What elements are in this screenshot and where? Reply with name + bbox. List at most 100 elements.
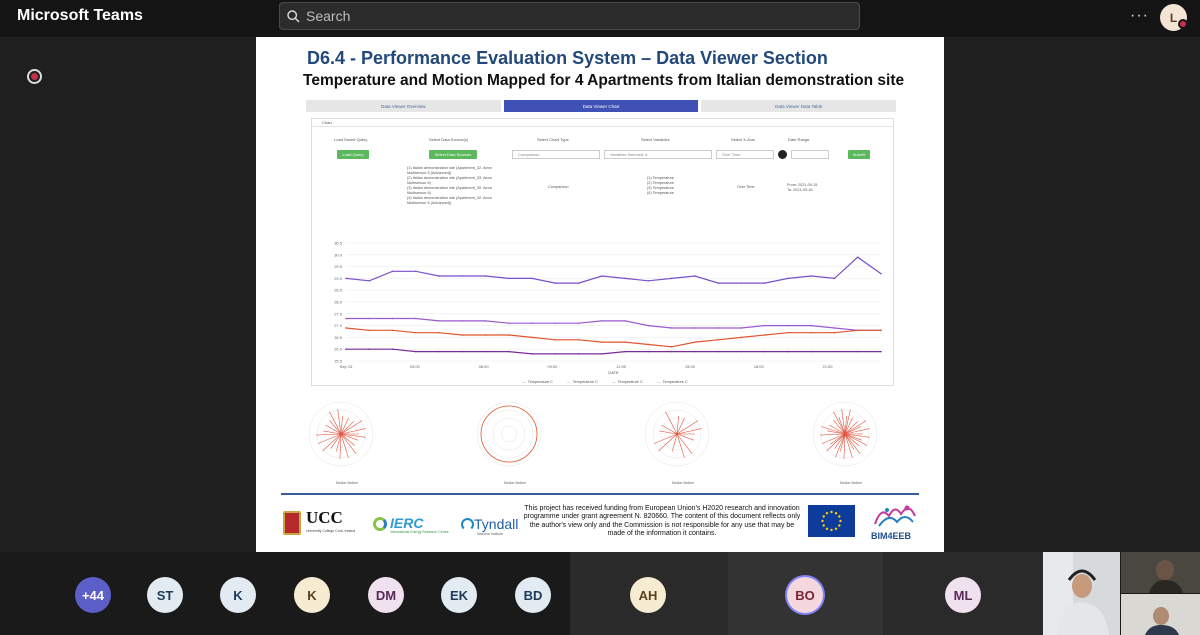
participant-avatar[interactable]: EK [441, 577, 477, 613]
polar-spoke [830, 433, 846, 445]
ucc-crest-icon [283, 511, 301, 535]
data-point [833, 327, 836, 329]
participant-avatar[interactable]: K [220, 577, 256, 613]
polar-grid [820, 409, 870, 459]
data-point [880, 350, 882, 353]
data-point [833, 350, 836, 353]
data-point [554, 353, 557, 355]
participant-avatar[interactable]: BO [787, 577, 823, 613]
data-point [484, 350, 487, 353]
polar-spoke [336, 433, 342, 452]
data-point [717, 327, 719, 329]
legend-item: Temperature C [522, 380, 553, 384]
eu-flag-icon [808, 505, 855, 537]
polar-spoke [821, 426, 846, 435]
tab-data-table: Data Viewer Data Table [701, 100, 897, 112]
data-point [414, 350, 417, 353]
eu-star [839, 519, 842, 523]
data-point [810, 350, 813, 353]
series-line [345, 327, 881, 348]
data-point [624, 277, 626, 280]
x-tick-label: 09:00 [547, 364, 558, 369]
polar-spoke [340, 433, 366, 438]
data-point [461, 334, 464, 336]
data-point [438, 275, 440, 277]
y-tick-label: 28.5 [334, 288, 343, 293]
search-box[interactable]: Search [279, 2, 860, 30]
participant-video-2[interactable] [1121, 552, 1200, 593]
label-load-query: Load Saved Query [334, 137, 368, 142]
polar-spoke [834, 433, 846, 449]
legend-item: Temperature C [612, 380, 643, 384]
data-point [647, 343, 650, 346]
participant-avatar[interactable]: ST [147, 577, 183, 613]
data-point [601, 320, 603, 322]
data-point [484, 320, 487, 322]
polar-spoke [322, 433, 342, 452]
participant-avatar[interactable]: ML [945, 577, 981, 613]
search-icon [287, 9, 300, 22]
ierc-subtitle: International Energy Research Centre [390, 530, 449, 534]
participant-avatar[interactable]: K [294, 577, 330, 613]
search-input[interactable]: Search [306, 8, 351, 24]
data-point [414, 270, 417, 273]
summary-variables: (1) Temperature (2) Temperature (3) Temp… [647, 176, 674, 196]
data-point [856, 256, 859, 258]
data-point [763, 324, 766, 327]
data-point [670, 350, 673, 353]
data-point [484, 334, 487, 336]
data-point [601, 275, 603, 277]
polar-spoke [329, 420, 342, 435]
data-point [531, 277, 533, 280]
y-tick-label: 25.5 [334, 359, 343, 364]
participant-video-3[interactable] [1121, 594, 1200, 635]
more-options-icon[interactable]: ··· [1130, 7, 1149, 24]
slide-subtitle: Temperature and Motion Mapped for 4 Apar… [303, 72, 905, 89]
data-point [670, 277, 673, 280]
x-axis-select: Over Time [716, 150, 774, 159]
polar-spoke [315, 433, 342, 436]
data-point [670, 327, 673, 329]
polar-spoke [844, 426, 862, 435]
polar-spoke [340, 433, 359, 441]
polar-spoke [317, 433, 342, 444]
summary-x-axis: Over Time [737, 185, 755, 189]
data-point [414, 331, 417, 334]
participant-avatar[interactable]: BD [515, 577, 551, 613]
polar-grid [484, 409, 534, 459]
user-avatar[interactable]: L [1160, 4, 1187, 31]
polar-spoke [340, 421, 354, 435]
recording-icon [27, 69, 42, 84]
participant-avatar[interactable]: AH [630, 577, 666, 613]
y-tick-label: 26.0 [334, 347, 343, 352]
data-point [554, 338, 557, 341]
data-point [787, 324, 789, 327]
label-x-axis: Select X-Axis [731, 137, 755, 142]
summary-var: (3) Temperature [647, 186, 674, 190]
funding-statement: This project has received funding from E… [523, 505, 801, 537]
data-point [508, 334, 510, 336]
shared-screen-slide: D6.4 - Performance Evaluation System – D… [256, 37, 944, 552]
x-axis-label: DATE [608, 370, 619, 375]
data-point [368, 348, 371, 350]
data-point [787, 331, 789, 334]
person-video-icon [1043, 552, 1120, 635]
polar-spoke [330, 433, 342, 449]
polar-spoke [840, 433, 846, 452]
polar-spoke [826, 433, 846, 452]
polar-spoke [340, 420, 363, 435]
polar-spoke [838, 416, 846, 435]
polar-spoke [676, 433, 685, 458]
data-point [391, 317, 394, 320]
participant-avatar[interactable]: +44 [75, 577, 111, 613]
polar-spoke [653, 433, 678, 444]
data-point [601, 353, 603, 355]
data-point [810, 331, 813, 334]
participant-avatar[interactable]: DM [368, 577, 404, 613]
x-tick-label: 15:00 [685, 364, 696, 369]
participant-video-main[interactable] [1043, 552, 1120, 635]
polar-grid [812, 401, 878, 467]
legend-item: Temperature C [657, 380, 688, 384]
date-to: To: 2021-09-16 [787, 188, 813, 192]
polar-spoke [844, 428, 870, 435]
